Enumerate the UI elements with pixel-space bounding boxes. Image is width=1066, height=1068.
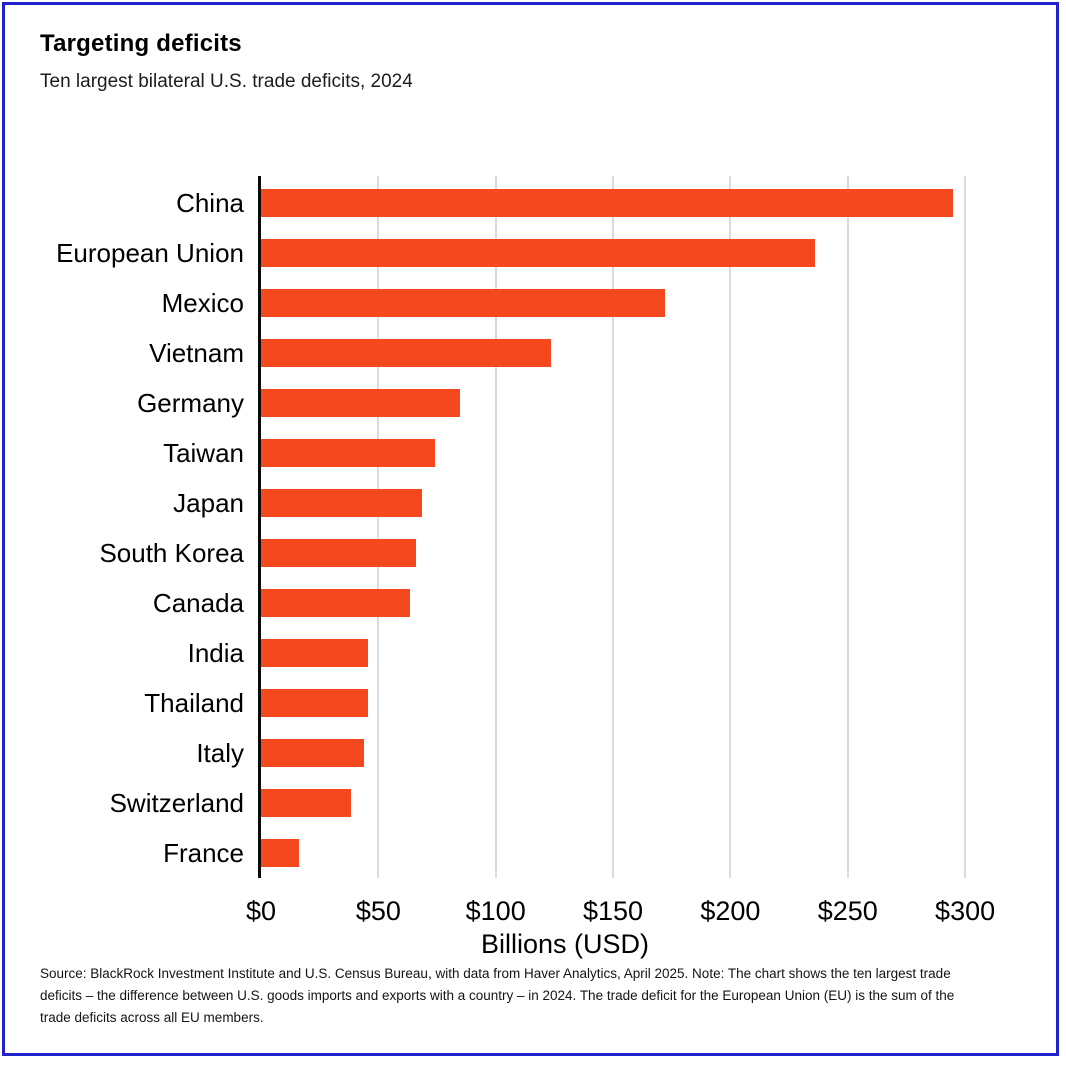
gridline <box>729 176 732 878</box>
gridline <box>846 176 849 878</box>
category-label: Japan <box>173 488 244 518</box>
category-label: India <box>187 638 244 668</box>
category-label: Thailand <box>144 688 244 718</box>
bar-vietnam <box>261 339 551 367</box>
bar-row <box>261 778 1005 828</box>
footnote-line-1: Source: BlackRock Investment Institute a… <box>40 966 951 981</box>
bar-row <box>261 828 1005 878</box>
gridline <box>612 176 615 878</box>
bar-taiwan <box>261 439 435 467</box>
bar-mexico <box>261 289 665 317</box>
bar-row <box>261 728 1005 778</box>
gridline <box>494 176 497 878</box>
plot-area <box>258 176 1005 878</box>
x-axis-label: Billions (USD) <box>480 929 650 959</box>
bar-row <box>261 228 1005 278</box>
x-tick-label: $100 <box>465 896 526 926</box>
gridline <box>377 176 380 878</box>
category-label: China <box>176 188 244 218</box>
x-tick-label: $0 <box>245 896 277 926</box>
chart-title: Targeting deficits <box>40 30 242 57</box>
bar-japan <box>261 489 422 517</box>
category-labels: China European Union Mexico Vietnam Germany T… <box>0 178 244 878</box>
bar-row <box>261 278 1005 328</box>
bar-italy <box>261 739 365 767</box>
category-label: Mexico <box>161 288 244 318</box>
bar-european-union <box>261 239 815 267</box>
category-label: Italy <box>196 738 244 768</box>
bar-thailand <box>261 689 369 717</box>
bar-china <box>261 189 954 217</box>
category-label: Switzerland <box>109 788 244 818</box>
bar-row <box>261 378 1005 428</box>
bar-france <box>261 839 300 867</box>
x-tick-label: $150 <box>583 896 644 926</box>
category-label: Taiwan <box>163 438 244 468</box>
x-axis-ticks: $0 $50 $100 $150 $200 $250 $300 <box>246 896 1005 928</box>
category-label: Canada <box>152 588 244 618</box>
bar-row <box>261 478 1005 528</box>
category-label: France <box>163 838 244 868</box>
category-label: European Union <box>56 238 244 268</box>
category-label: Vietnam <box>149 338 244 368</box>
category-label: South Korea <box>99 538 244 568</box>
x-tick-label: $200 <box>700 896 761 926</box>
bar-row <box>261 428 1005 478</box>
bar-row <box>261 678 1005 728</box>
footnote-line-2: deficits – the difference between U.S. g… <box>40 988 955 1003</box>
bar-switzerland <box>261 789 352 817</box>
bar-india <box>261 639 369 667</box>
bar-canada <box>261 589 410 617</box>
gridline <box>964 176 967 878</box>
page-border-frame <box>2 2 1059 1056</box>
x-tick-label: $250 <box>817 896 878 926</box>
bar-row <box>261 578 1005 628</box>
bar-south-korea <box>261 539 416 567</box>
x-tick-label: $300 <box>935 896 996 926</box>
bar-germany <box>261 389 461 417</box>
bar-row <box>261 628 1005 678</box>
category-label: Germany <box>137 388 244 418</box>
bar-row <box>261 178 1005 228</box>
chart-subtitle: Ten largest bilateral U.S. trade deficit… <box>40 71 413 92</box>
source-footnote: Source: BlackRock Investment Institute a… <box>40 963 1030 1029</box>
x-tick-label: $50 <box>355 896 401 926</box>
footnote-line-3: trade deficits across all EU members. <box>40 1010 264 1025</box>
bar-row <box>261 528 1005 578</box>
bar-row <box>261 328 1005 378</box>
